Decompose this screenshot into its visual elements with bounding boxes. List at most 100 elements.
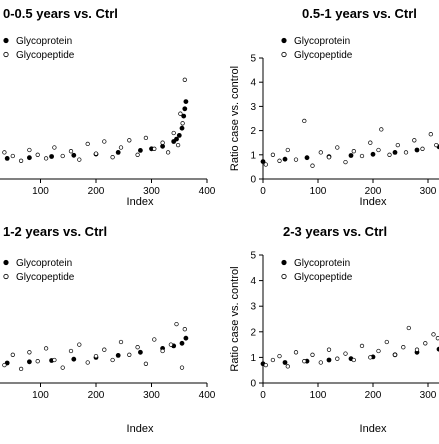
data-point — [160, 143, 166, 149]
data-point — [392, 150, 398, 155]
data-point — [115, 150, 121, 155]
data-point — [343, 351, 348, 356]
data-point — [127, 138, 132, 143]
data-point — [52, 357, 57, 363]
data-point — [168, 342, 174, 347]
chart-title: 0.5-1 years vs. Ctrl — [302, 6, 417, 21]
data-point — [420, 146, 425, 151]
data-point — [165, 150, 171, 155]
data-point — [293, 157, 299, 162]
data-point — [49, 154, 54, 159]
x-axis-label: Index — [360, 196, 387, 208]
data-point — [302, 118, 307, 124]
x-tick-label: 400 — [199, 186, 216, 197]
data-point — [102, 139, 107, 144]
y-tick-label: 4 — [250, 78, 256, 89]
y-tick-label: 1 — [250, 150, 256, 161]
data-point — [277, 353, 282, 359]
data-point — [60, 365, 65, 370]
data-point — [143, 135, 149, 141]
series-glycoprotein — [260, 346, 439, 367]
x-tick-label: 100 — [32, 390, 49, 401]
y-tick-label: 1 — [250, 353, 256, 364]
data-point — [318, 150, 323, 155]
data-point — [179, 365, 185, 370]
data-point — [152, 337, 157, 342]
data-point — [183, 335, 189, 341]
data-point — [263, 162, 268, 167]
data-point — [414, 347, 420, 352]
data-point — [310, 163, 315, 168]
chart-title: 1-2 years vs. Ctrl — [3, 224, 107, 239]
data-point — [384, 339, 389, 345]
data-point — [135, 152, 140, 157]
series-glycopeptide — [263, 118, 439, 168]
y-tick-label: 2 — [250, 126, 256, 137]
data-point — [85, 141, 90, 147]
data-point — [263, 362, 268, 368]
y-tick-label: 5 — [250, 251, 256, 262]
legend-marker — [281, 37, 287, 44]
data-point — [160, 348, 165, 354]
data-point — [343, 159, 348, 165]
data-point — [135, 345, 140, 350]
data-point — [310, 352, 315, 357]
data-point — [368, 140, 373, 145]
data-point — [160, 140, 165, 145]
data-point — [351, 149, 356, 154]
x-tick-label: 100 — [32, 186, 49, 197]
data-point — [285, 147, 290, 153]
legend-label: Glycoprotein — [294, 258, 350, 269]
data-point — [414, 147, 420, 153]
data-point — [18, 158, 24, 163]
data-point — [401, 345, 406, 350]
x-tick-label: 300 — [143, 390, 160, 401]
legend-marker — [3, 51, 9, 58]
y-tick-label: 2 — [250, 327, 256, 338]
data-point — [115, 353, 121, 358]
data-point — [180, 121, 185, 126]
data-point — [270, 357, 276, 363]
y-tick-label: 4 — [250, 276, 256, 287]
data-point — [118, 145, 124, 150]
chart-panel-2: 0.5-1 years vs. Ctrl 0 100 200 300 0 1 2 3 4 5 Inde… — [229, 6, 439, 208]
data-point — [293, 350, 299, 355]
data-point — [138, 349, 143, 355]
data-point — [318, 360, 323, 365]
data-point — [435, 336, 439, 341]
data-point — [359, 343, 365, 349]
chart-title: 0-0.5 years vs. Ctrl — [3, 6, 118, 21]
y-tick-label: 0 — [250, 175, 256, 186]
data-point — [302, 359, 307, 364]
series-glycopeptide — [263, 325, 439, 369]
x-tick-label: 400 — [199, 390, 216, 401]
data-point — [370, 151, 376, 157]
data-point — [183, 99, 189, 104]
data-point — [2, 362, 7, 368]
data-point — [110, 357, 115, 363]
data-point — [138, 148, 143, 153]
x-tick-label: 0 — [260, 186, 266, 197]
data-point — [282, 156, 288, 162]
data-point — [52, 145, 57, 150]
chart-panel-3: 1-2 years vs. Ctrl 100 200 300 400 Index Glyco… — [0, 224, 216, 435]
x-tick-label: 100 — [310, 186, 327, 197]
data-point — [152, 146, 157, 151]
data-point — [431, 332, 436, 337]
x-tick-label: 200 — [88, 186, 105, 197]
chart-panel-1: 0-0.5 years vs. Ctrl 100 200 300 400 Index Gly… — [0, 6, 216, 208]
data-point — [179, 125, 185, 131]
series-glycoprotein — [260, 144, 439, 165]
data-point — [379, 127, 384, 132]
data-point — [178, 111, 183, 116]
data-point — [412, 138, 417, 143]
data-point — [181, 113, 187, 119]
data-point — [127, 352, 132, 357]
data-point — [27, 350, 32, 355]
data-point — [35, 359, 40, 364]
data-point — [434, 142, 439, 148]
data-point — [182, 77, 187, 82]
x-axis-label: Index — [127, 196, 154, 208]
data-point — [93, 353, 99, 359]
data-point — [376, 348, 381, 354]
